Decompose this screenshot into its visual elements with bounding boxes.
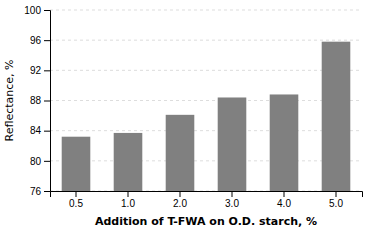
tick-mark <box>76 191 77 197</box>
bar <box>218 97 247 191</box>
y-axis: 76 80 84 88 92 96 100 <box>24 5 50 197</box>
plot: 76 80 84 88 92 96 100 0.5 1.0 2.0 3.0 4.0 5.0 <box>24 5 362 231</box>
chart: 76 80 84 88 92 96 100 0.5 1.0 2.0 3.0 4.0 5.0 Additio… <box>0 0 374 231</box>
tick-label: 0.5 <box>69 198 83 209</box>
tick-label: 88 <box>30 95 42 106</box>
tick-label: 5.0 <box>329 198 343 209</box>
axis-line <box>44 11 51 192</box>
tick: 96 <box>30 35 50 46</box>
bar <box>270 94 299 191</box>
tick: 80 <box>30 156 50 167</box>
tick-mark <box>44 40 50 41</box>
tick-label: 84 <box>30 125 42 136</box>
tick-label: 92 <box>30 65 42 76</box>
bar <box>62 137 91 191</box>
grid <box>50 10 362 191</box>
tick: 4.0 <box>277 191 291 209</box>
tick: 76 <box>30 186 50 197</box>
y-axis-title: Reflectance, % <box>3 60 16 142</box>
x-axis: 0.5 1.0 2.0 3.0 4.0 5.0 <box>51 191 363 209</box>
tick-mark <box>232 191 233 197</box>
tick-label: 76 <box>30 186 42 197</box>
tick-mark <box>336 191 337 197</box>
tick-mark <box>44 70 50 71</box>
tick-mark <box>44 10 50 11</box>
bar <box>166 115 195 191</box>
grid-line <box>50 100 362 101</box>
tick-label: 4.0 <box>277 198 291 209</box>
tick: 84 <box>30 125 50 136</box>
tick-mark <box>44 101 50 102</box>
tick-mark <box>180 191 181 197</box>
tick: 92 <box>30 65 50 76</box>
tick-label: 1.0 <box>121 198 135 209</box>
tick-mark <box>284 191 285 197</box>
tick: 100 <box>24 5 50 16</box>
tick-label: 3.0 <box>225 198 239 209</box>
tick: 2.0 <box>173 191 187 209</box>
tick-mark <box>44 161 50 162</box>
bar <box>114 133 143 191</box>
tick: 3.0 <box>225 191 239 209</box>
tick-mark <box>128 191 129 197</box>
tick-label: 96 <box>30 35 42 46</box>
tick: 5.0 <box>329 191 343 209</box>
tick: 0.5 <box>69 191 83 209</box>
tick-label: 80 <box>30 156 42 167</box>
tick: 1.0 <box>121 191 135 209</box>
tick: 88 <box>30 95 50 106</box>
grid-line <box>50 10 362 11</box>
tick-label: 100 <box>24 5 41 16</box>
grid-line <box>50 130 362 131</box>
tick-mark <box>44 131 50 132</box>
tick-label: 2.0 <box>173 198 187 209</box>
bar <box>322 42 351 191</box>
axis-line <box>51 192 363 198</box>
grid-line <box>50 70 362 71</box>
tick-mark <box>44 191 50 192</box>
grid-line <box>50 40 362 41</box>
x-axis-title: Addition of T-FWA on O.D. starch, % <box>95 215 317 228</box>
grid-line <box>50 160 362 161</box>
marks <box>62 42 351 191</box>
